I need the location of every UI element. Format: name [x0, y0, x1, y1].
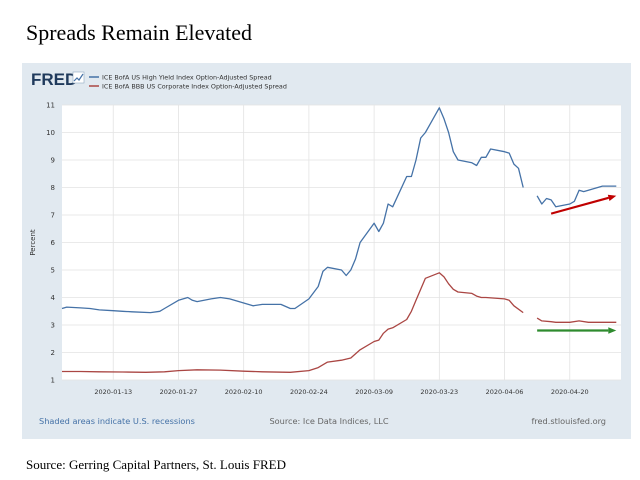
- series-line-segment: [61, 107, 524, 314]
- legend-label: ICE BofA BBB US Corporate Index Option-A…: [102, 82, 287, 90]
- y-tick-label: 3: [51, 322, 55, 330]
- x-tick-label: 2020-01-27: [160, 388, 198, 396]
- y-tick-label: 10: [46, 129, 55, 137]
- y-tick-label: 1: [51, 377, 55, 385]
- x-tick-label: 2020-02-10: [225, 388, 263, 396]
- x-tick-label: 2020-01-13: [94, 388, 132, 396]
- x-tick-label: 2020-03-23: [420, 388, 458, 396]
- footer-site-link[interactable]: fred.stlouisfed.org: [531, 416, 606, 426]
- series-line-segment: [62, 272, 524, 373]
- chart-legend: ICE BofA US High Yield Index Option-Adju…: [89, 73, 287, 90]
- trend-arrows: [537, 194, 617, 334]
- footer-recessions-link[interactable]: Shaded areas indicate U.S. recessions: [39, 416, 195, 426]
- arrow-head: [607, 194, 617, 201]
- arrow-shaft: [550, 196, 609, 215]
- x-tick-label: 2020-04-06: [486, 388, 524, 396]
- y-axis-ticks: 1 2 3 4 5 6 7 8 9 10 11: [46, 102, 55, 385]
- source-caption: Source: Gerring Capital Partners, St. Lo…: [26, 457, 286, 472]
- y-axis-label: Percent: [29, 229, 37, 256]
- y-tick-label: 2: [51, 349, 55, 357]
- x-tick-label: 2020-04-20: [551, 388, 589, 396]
- y-tick-label: 11: [46, 102, 55, 110]
- trend-arrow-1: [550, 194, 617, 215]
- footer-source: Source: Ice Data Indices, LLC: [269, 416, 388, 426]
- series-lines: [61, 107, 617, 373]
- fred-logo[interactable]: FRED: [31, 70, 85, 89]
- series-line-segment: [536, 317, 617, 323]
- x-tick-label: 2020-02-24: [290, 388, 328, 396]
- line-chart: FRED ICE BofA US High Yield Index Option…: [29, 70, 621, 426]
- series-2: [62, 272, 617, 373]
- fred-logo-graph-icon: [72, 71, 85, 84]
- grid-lines: [62, 104, 621, 381]
- series-1: [61, 107, 617, 314]
- fred-chart-panel: FRED ICE BofA US High Yield Index Option…: [22, 63, 631, 439]
- y-tick-label: 7: [51, 212, 55, 220]
- y-tick-label: 4: [51, 294, 56, 302]
- fred-logo-text: FRED: [31, 70, 77, 89]
- y-tick-label: 9: [51, 157, 55, 165]
- x-tick-label: 2020-03-09: [355, 388, 393, 396]
- arrow-head: [608, 327, 617, 334]
- y-tick-label: 5: [51, 267, 55, 275]
- y-tick-label: 8: [51, 184, 55, 192]
- y-tick-label: 6: [51, 239, 56, 247]
- legend-label: ICE BofA US High Yield Index Option-Adju…: [102, 73, 272, 81]
- series-line-segment: [536, 185, 617, 208]
- slide-title: Spreads Remain Elevated: [26, 20, 253, 45]
- trend-arrow-2: [537, 327, 617, 334]
- x-axis-ticks: 2020-01-13 2020-01-27 2020-02-10 2020-02-24…: [94, 388, 588, 396]
